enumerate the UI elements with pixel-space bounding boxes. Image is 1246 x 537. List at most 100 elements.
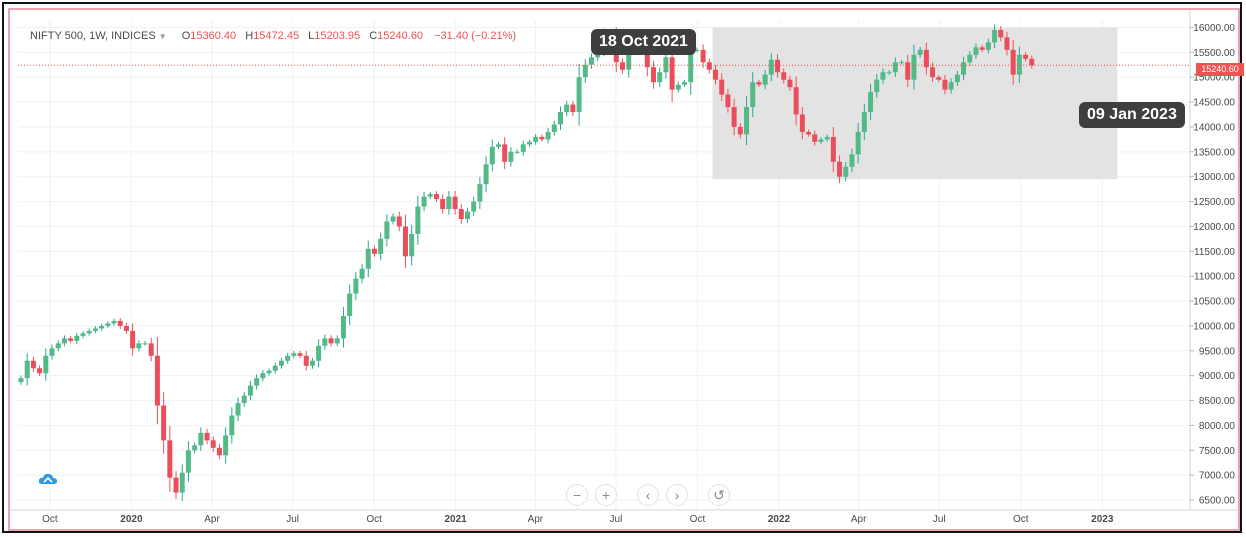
zoom-in-button[interactable]: + (595, 484, 617, 506)
candle-body (223, 435, 229, 456)
candle (396, 211, 402, 232)
x-tick-label: 2021 (444, 514, 467, 525)
chevron-down-icon[interactable]: ▼ (158, 32, 167, 41)
candle (756, 79, 762, 87)
candle (620, 58, 626, 74)
candle-body (99, 325, 105, 329)
candle-body (880, 72, 886, 80)
candle (719, 73, 725, 102)
candle-body (322, 338, 328, 346)
candle (161, 392, 167, 454)
candle (793, 76, 799, 126)
chart-panel: 6500.00 7000.00 7500.00 8000.00 8500.00 9000.… (8, 8, 1244, 531)
candle-body (744, 107, 750, 135)
candle-body (545, 131, 551, 140)
candle (942, 74, 948, 95)
candle (229, 407, 235, 444)
candle (713, 65, 719, 85)
candle (43, 348, 49, 381)
candle-body (192, 445, 198, 451)
candle (117, 317, 123, 329)
candle-body (396, 216, 402, 227)
candle-body (756, 82, 762, 85)
reset-chart-button[interactable]: ↺ (708, 484, 730, 506)
candle (911, 44, 917, 90)
candle (433, 191, 439, 203)
y-tick-label: 10500.00 (1193, 297, 1235, 308)
candle (477, 176, 483, 209)
candle-body (669, 57, 675, 90)
candle-body (948, 82, 954, 90)
candle (905, 54, 911, 88)
candle-body (415, 206, 421, 234)
x-tick-label: Jul (286, 514, 299, 525)
candle (285, 352, 291, 364)
candle-body (210, 440, 216, 448)
candle (260, 370, 266, 382)
candle (105, 321, 111, 329)
candle-body (30, 360, 36, 369)
highlight-band (712, 27, 1118, 180)
candle (173, 471, 179, 500)
candle-body (173, 477, 179, 493)
candle (192, 442, 198, 454)
candle (49, 344, 55, 360)
candle (18, 375, 24, 385)
symbol-text[interactable]: NIFTY 500, 1W, INDICES (30, 30, 156, 42)
candle (458, 204, 464, 224)
x-tick-label: Jul (933, 514, 946, 525)
candle (526, 139, 532, 147)
candle-body (837, 161, 843, 177)
candle-body (433, 194, 439, 200)
candle-body (111, 320, 117, 324)
candle-body (892, 62, 898, 73)
candle-body (254, 378, 260, 386)
candle (824, 134, 830, 142)
candle-body (868, 92, 874, 113)
candle-body (440, 199, 446, 210)
candle-body (644, 44, 650, 68)
candle (421, 191, 427, 212)
candle (954, 70, 960, 87)
candle (452, 191, 458, 215)
candle-body (737, 126, 743, 135)
candle (502, 137, 508, 170)
candle (806, 129, 812, 137)
candle-body (762, 74, 768, 85)
candle-body (316, 345, 322, 361)
y-tick-label: 13000.00 (1193, 172, 1235, 183)
candle-body (378, 238, 384, 254)
candle-body (86, 330, 92, 334)
candle (198, 427, 204, 451)
candle-body (855, 131, 861, 155)
candle-body (682, 82, 688, 85)
candle (204, 429, 210, 445)
candle-body (291, 353, 297, 356)
candle-body (123, 325, 129, 331)
candle (700, 44, 706, 68)
candlestick-chart[interactable]: 6500.00 7000.00 7500.00 8000.00 8500.00 9000.… (10, 10, 1238, 529)
candle (216, 443, 222, 460)
candle-body (303, 355, 309, 366)
zoom-out-button[interactable]: − (566, 484, 588, 506)
candle (557, 106, 563, 131)
candle (725, 89, 731, 113)
candle (551, 120, 557, 136)
candle-body (198, 432, 204, 446)
candle (731, 98, 737, 136)
candle-body (92, 328, 98, 331)
candle (985, 38, 991, 54)
candle (861, 103, 867, 141)
candle-body (464, 211, 470, 219)
candle-body (347, 293, 353, 316)
candle (545, 128, 551, 144)
candle-body (688, 49, 694, 83)
candle (148, 337, 154, 362)
candle (130, 323, 136, 356)
candle (471, 196, 477, 217)
candle (254, 374, 260, 390)
candle-body (384, 221, 390, 239)
scroll-left-button[interactable]: ‹ (637, 484, 659, 506)
candle (588, 53, 594, 69)
scroll-right-button[interactable]: › (666, 484, 688, 506)
